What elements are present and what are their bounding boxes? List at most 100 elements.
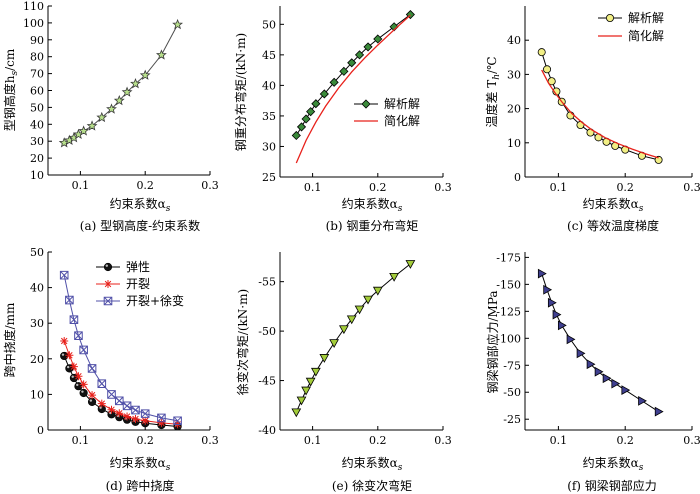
legend-label: 解析解 [628, 11, 664, 25]
data-point [69, 315, 79, 324]
data-point [96, 111, 108, 123]
x-tick-label: 0.1 [72, 434, 90, 447]
data-point [552, 309, 562, 320]
series-line [295, 263, 411, 413]
y-tick-label: 50 [30, 101, 44, 114]
y-tick-label: -100 [496, 332, 521, 345]
data-point [79, 380, 88, 389]
data-point [329, 339, 339, 349]
data-point [139, 69, 151, 80]
y-axis-label: 温度差 Th/℃ [484, 56, 502, 127]
data-point [547, 297, 557, 308]
data-point [291, 130, 301, 141]
series-0 [58, 18, 184, 148]
data-point [115, 409, 124, 418]
chart-f: 0.1 0.2 0.3 -25 -50 -75 -100 -125 -150 -175 约束系数αs… [485, 251, 700, 493]
y-tick-label: 90 [30, 34, 44, 47]
legend-label: 简化解 [384, 114, 420, 128]
data-point [87, 397, 97, 406]
data-point [130, 78, 141, 89]
series-line [541, 69, 659, 159]
data-point [621, 385, 631, 395]
data-point [372, 286, 383, 296]
chart-a: 0.1 0.2 0.3 10 20 30 40 50 60 70 80 90 100 110 约束系数αs 型… [2, 0, 219, 233]
y-tick-label: 70 [30, 68, 44, 81]
data-point [611, 378, 621, 389]
x-tick-label: 0.3 [201, 434, 219, 447]
data-point [113, 94, 125, 106]
series-line [63, 275, 178, 422]
y-tick-label: 60 [30, 85, 44, 98]
data-point [586, 359, 596, 370]
data-point [339, 325, 349, 335]
chart-d: 0.1 0.2 0.3 0 10 20 30 40 50 约束系数αs 跨中挠度/mm (d) 跨中挠… [2, 246, 219, 493]
x-tick-label: 0.2 [616, 181, 634, 194]
data-point [173, 416, 182, 426]
y-tick-label: 50 [30, 246, 44, 259]
data-point [306, 107, 316, 117]
y-tick-label: 10 [30, 169, 44, 182]
data-point [97, 379, 107, 389]
data-point [107, 390, 116, 399]
data-point [121, 86, 133, 97]
x-tick-label: 0.2 [136, 179, 154, 192]
y-tick-label: 30 [507, 68, 521, 81]
x-tick-label: 0.2 [136, 434, 154, 447]
y-tick-label: 30 [30, 317, 44, 330]
data-point [106, 103, 117, 114]
x-tick-label: 0.1 [304, 181, 322, 194]
data-point [131, 414, 140, 423]
legend-label: 开裂+徐变 [126, 293, 184, 308]
data-point [296, 122, 307, 132]
y-axis-label: 钢梁钢部应力/MPa [485, 290, 500, 393]
y-tick-label: 20 [507, 103, 521, 116]
data-point-shine [66, 365, 70, 369]
y-tick-label: 30 [30, 135, 44, 148]
data-point [123, 412, 132, 421]
y-tick-label: 100 [23, 17, 44, 30]
y-tick-label: 110 [23, 0, 44, 13]
y-tick-label: 80 [30, 51, 44, 64]
data-point [157, 413, 166, 423]
x-axis-label: 约束系数αs [110, 455, 171, 473]
y-tick-label: -45 [258, 375, 276, 388]
data-point [537, 268, 547, 279]
x-tick-label: 0.2 [369, 181, 387, 194]
legend-swatch-marker [361, 99, 371, 109]
data-point [654, 406, 664, 417]
y-tick-label: -125 [496, 305, 521, 318]
chart-c: 0.1 0.2 0.3 0 10 20 30 40 约束系数αs 温度差 Th/℃ (c) 等效温度… [484, 6, 700, 233]
data-point [310, 367, 321, 377]
data-point [363, 295, 373, 305]
y-tick-label: 25 [262, 171, 276, 184]
data-point [319, 354, 330, 363]
y-tick-label: 30 [262, 140, 276, 153]
x-tick-label: 0.1 [550, 181, 568, 194]
x-tick-label: 0.1 [304, 434, 322, 447]
y-axis-label: 徐变次弯矩/(kN·m) [235, 289, 250, 395]
y-tick-label: 40 [30, 118, 44, 131]
y-tick-label: -50 [503, 386, 521, 399]
y-axis-label: 型钢高度hs/cm [2, 48, 20, 131]
data-point [296, 396, 307, 406]
chart-caption: (c) 等效温度梯度 [567, 218, 659, 233]
data-point [576, 348, 586, 359]
series-0 [291, 260, 416, 418]
y-tick-label: -75 [503, 359, 521, 372]
y-tick-label: 45 [262, 49, 276, 62]
data-point-shine [71, 375, 74, 378]
data-point [557, 320, 567, 331]
chart-caption: (f) 钢梁钢部应力 [567, 478, 657, 493]
y-tick-label: -50 [258, 325, 276, 338]
data-point-shine [61, 353, 65, 356]
y-axis-label: 钢重分布弯矩/(kN·m) [233, 33, 248, 151]
y-tick-label: -55 [258, 276, 276, 289]
data-point [347, 58, 357, 68]
data-point-shine [99, 406, 102, 409]
data-point [155, 49, 167, 60]
y-tick-label: 0 [37, 424, 44, 437]
x-tick-label: 0.3 [434, 434, 452, 447]
y-tick-label: 20 [30, 353, 44, 366]
data-point [114, 396, 124, 406]
data-point [122, 401, 132, 411]
